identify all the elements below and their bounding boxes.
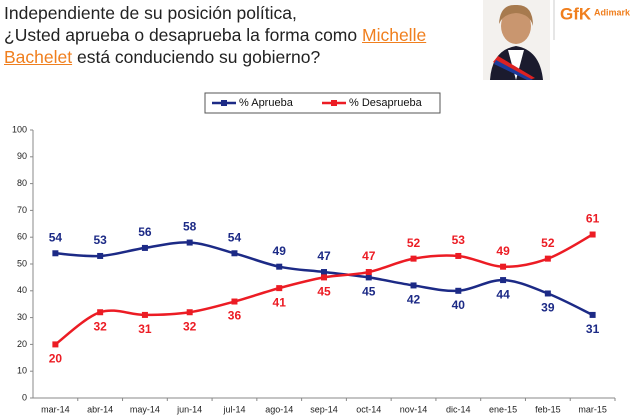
y-tick-label: 100 — [12, 124, 27, 134]
marker — [500, 277, 507, 284]
data-label: 53 — [452, 233, 466, 247]
logo-text: Adimark — [594, 7, 631, 17]
x-tick-label: jun-14 — [176, 404, 202, 414]
x-tick-label: mar-14 — [41, 404, 70, 414]
data-label: 61 — [586, 212, 600, 226]
data-label: 40 — [452, 298, 466, 312]
data-label: 42 — [407, 293, 421, 307]
marker — [186, 309, 193, 316]
marker — [455, 287, 462, 294]
legend-box — [204, 92, 441, 114]
x-tick-label: ago-14 — [265, 404, 293, 414]
x-tick-label: ene-15 — [489, 404, 517, 414]
marker — [410, 255, 417, 262]
x-tick-label: dic-14 — [446, 404, 471, 414]
marker — [321, 269, 327, 276]
photo — [483, 0, 550, 80]
legend-label: % Desaprueba — [349, 97, 423, 109]
x-tick-label: sep-14 — [310, 404, 338, 414]
x-tick-label: nov-14 — [400, 404, 428, 414]
x-tick-label: oct-14 — [356, 404, 381, 414]
marker — [52, 341, 59, 348]
marker — [321, 274, 327, 281]
marker — [365, 269, 372, 276]
data-label: 54 — [49, 230, 63, 244]
title: Independiente de su posición política, ¿… — [4, 2, 426, 68]
y-tick-label: 80 — [17, 178, 27, 188]
y-tick-label: 60 — [17, 232, 27, 242]
data-label: 31 — [138, 322, 152, 336]
y-tick-label: 90 — [17, 151, 27, 161]
marker — [544, 255, 551, 262]
y-tick-label: 20 — [17, 339, 27, 349]
data-label: 45 — [317, 285, 331, 299]
marker — [410, 282, 417, 289]
y-tick-label: 10 — [17, 366, 27, 376]
title-name: Bachelet — [4, 47, 73, 67]
data-label: 31 — [586, 322, 600, 336]
data-label: 47 — [362, 249, 376, 263]
data-label: 58 — [183, 220, 197, 234]
data-label: 32 — [183, 319, 197, 333]
logo-text: GfK — [560, 4, 592, 23]
marker — [231, 250, 238, 257]
data-label: 56 — [138, 225, 152, 239]
marker — [276, 263, 283, 270]
data-label: 52 — [541, 236, 555, 250]
x-tick-label: may-14 — [130, 404, 160, 414]
y-tick-label: 30 — [17, 312, 27, 322]
title-line: Independiente de su posición política, — [4, 3, 297, 23]
marker — [544, 290, 551, 297]
title-line: está conduciendo su gobierno? — [76, 47, 321, 67]
legend-marker — [221, 100, 227, 106]
y-tick-label: 0 — [22, 392, 27, 402]
x-tick-label: mar-15 — [578, 404, 607, 414]
y-tick-label: 50 — [17, 258, 27, 268]
marker — [141, 244, 148, 251]
marker — [589, 311, 596, 318]
marker — [500, 263, 507, 270]
data-label: 49 — [273, 244, 287, 258]
title-name: Michelle — [362, 25, 427, 45]
data-label: 49 — [496, 244, 510, 258]
data-label: 52 — [407, 236, 421, 250]
x-tick-label: feb-15 — [535, 404, 561, 414]
legend-marker — [331, 100, 337, 106]
marker — [231, 298, 238, 305]
data-label: 36 — [228, 309, 242, 323]
marker — [141, 311, 148, 318]
title-line: ¿Usted aprueba o desaprueba la forma com… — [4, 25, 358, 45]
y-tick-label: 40 — [17, 285, 27, 295]
marker — [589, 231, 596, 238]
data-label: 39 — [541, 301, 555, 315]
y-tick-label: 70 — [17, 205, 27, 215]
data-label: 47 — [317, 249, 331, 263]
marker — [186, 239, 193, 246]
x-tick-label: jul-14 — [222, 404, 245, 414]
data-label: 44 — [496, 287, 510, 301]
marker — [52, 250, 59, 257]
x-tick-label: abr-14 — [87, 404, 113, 414]
legend-label: % Aprueba — [239, 97, 294, 109]
marker — [455, 252, 462, 259]
data-label: 54 — [228, 230, 242, 244]
data-label: 20 — [49, 352, 63, 366]
marker — [365, 274, 372, 281]
marker — [276, 285, 283, 292]
data-label: 45 — [362, 285, 376, 299]
data-label: 32 — [93, 319, 107, 333]
marker — [97, 252, 104, 259]
marker — [97, 309, 104, 316]
data-label: 41 — [273, 295, 287, 309]
logo: GfK Adimark — [553, 0, 631, 40]
data-label: 53 — [93, 233, 107, 247]
